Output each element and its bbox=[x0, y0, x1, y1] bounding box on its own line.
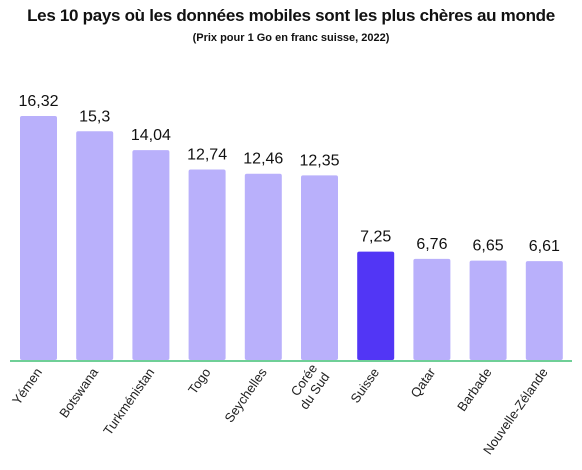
tick-label-5: Coréedu Sud bbox=[284, 361, 332, 412]
data-label-4: 12,46 bbox=[243, 151, 283, 168]
tick-label-8: Barbade bbox=[454, 365, 494, 414]
chart-subtitle: (Prix pour 1 Go en franc suisse, 2022) bbox=[192, 32, 390, 44]
bar-8 bbox=[469, 260, 507, 360]
bar-1 bbox=[76, 131, 114, 360]
tick-label-0: Yémen bbox=[9, 365, 45, 407]
bar-6 bbox=[357, 251, 395, 360]
data-label-5: 12,35 bbox=[299, 152, 339, 169]
bar-0 bbox=[20, 116, 57, 360]
data-label-1: 15,3 bbox=[79, 108, 110, 125]
data-label-8: 6,65 bbox=[473, 238, 504, 255]
tick-label-4: Seychelles bbox=[221, 365, 270, 426]
tick-label-2: Turkménistan bbox=[100, 365, 157, 438]
data-label-9: 6,61 bbox=[529, 238, 560, 255]
bar-5 bbox=[301, 175, 338, 360]
bar-7 bbox=[413, 258, 451, 360]
tick-label-3: Togo bbox=[185, 365, 213, 397]
bar-2 bbox=[132, 150, 170, 360]
bar-4 bbox=[244, 173, 282, 360]
chart-title: Les 10 pays où les données mobiles sont … bbox=[27, 6, 555, 25]
bar-3 bbox=[188, 169, 226, 360]
data-label-6: 7,25 bbox=[360, 229, 391, 246]
data-label-7: 6,76 bbox=[416, 236, 447, 253]
tick-label-6: Suisse bbox=[347, 365, 382, 406]
tick-label-7: Qatar bbox=[407, 365, 438, 401]
data-label-3: 12,74 bbox=[187, 147, 227, 164]
bar-9 bbox=[525, 261, 563, 360]
data-label-0: 16,32 bbox=[18, 93, 58, 110]
tick-label-1: Botswana bbox=[56, 364, 101, 420]
data-label-2: 14,04 bbox=[131, 127, 171, 144]
